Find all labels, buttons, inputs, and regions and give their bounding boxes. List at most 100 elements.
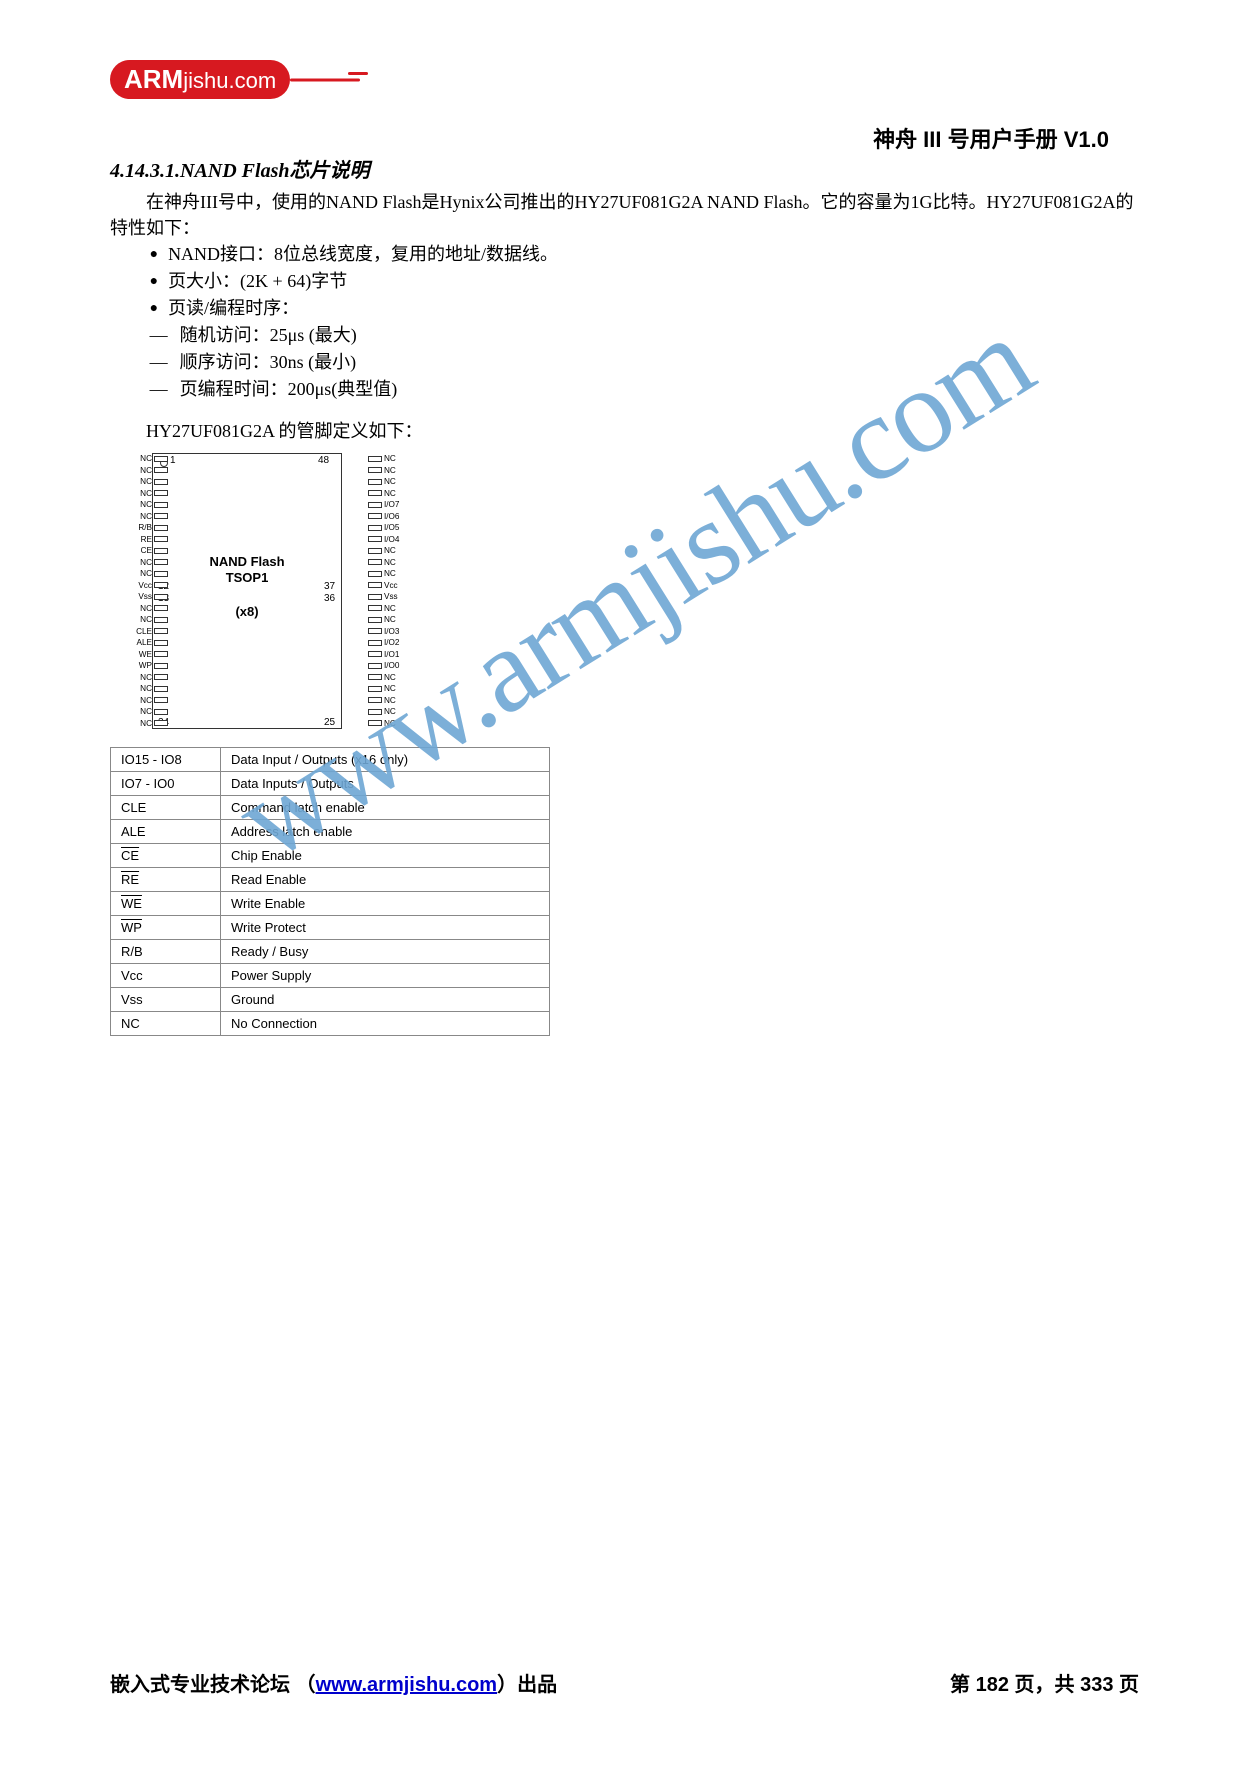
table-cell-signal: CLE (111, 796, 221, 820)
table-row: VccPower Supply (111, 964, 550, 988)
table-cell-desc: Data Input / Outputs (x16 only) (221, 748, 550, 772)
pin-row: NC (108, 603, 168, 615)
pin-row: NC (368, 706, 428, 718)
table-cell-signal: Vss (111, 988, 221, 1012)
pin-label: NC (382, 695, 396, 707)
pin-row: NC (368, 453, 428, 465)
pin-icon (368, 559, 382, 565)
pin-row: Vcc (368, 580, 428, 592)
footer-link[interactable]: www.armjishu.com (316, 1674, 498, 1696)
pin-icon (154, 594, 168, 600)
pin-icon (154, 617, 168, 623)
list-item: 顺序访问：30ns (最小) (150, 349, 1139, 376)
pin-row: NC (108, 488, 168, 500)
document-title: 神舟 III 号用户手册 V1.0 (873, 122, 1109, 154)
pin-icon (154, 674, 168, 680)
pin-row: NC (108, 683, 168, 695)
pin-row: Vss (368, 591, 428, 603)
pin-row: NC (108, 465, 168, 477)
timing-list: 随机访问：25μs (最大) 顺序访问：30ns (最小) 页编程时间：200μ… (150, 322, 1139, 403)
pin-row: NC (108, 695, 168, 707)
pin-label: I/O7 (382, 499, 399, 511)
corner-pin-num: 37 (324, 581, 335, 592)
pin-label: Vcc (382, 580, 398, 592)
footer-page-number: 第 182 页，共 333 页 (950, 1668, 1139, 1697)
pin-row: I/O3 (368, 626, 428, 638)
pin-icon (154, 686, 168, 692)
pin-label: NC (130, 695, 154, 707)
pin-icon (154, 720, 168, 726)
pin-row: CE (108, 545, 168, 557)
pin-icon (368, 513, 382, 519)
pin-label: NC (382, 683, 396, 695)
pin-label: Vss (382, 591, 398, 603)
pin-row: NC (108, 614, 168, 626)
pin-row: Vcc (108, 580, 168, 592)
pin-row: NC (108, 706, 168, 718)
table-cell-signal: Vcc (111, 964, 221, 988)
pin-icon (368, 467, 382, 473)
logo-arm-text: ARM (124, 64, 183, 94)
pin-row: ALE (108, 637, 168, 649)
pin-icon (368, 686, 382, 692)
pin-label: ALE (130, 637, 154, 649)
intro-paragraph: 在神舟III号中，使用的NAND Flash是Hynix公司推出的HY27UF0… (110, 189, 1139, 241)
footer-text: ）出品 (497, 1674, 557, 1696)
table-cell-signal: CE (111, 844, 221, 868)
pin-icon (368, 490, 382, 496)
table-cell-signal: WE (111, 892, 221, 916)
pin-label: I/O4 (382, 534, 399, 546)
pin-icon (154, 536, 168, 542)
pin-label: Vss (130, 591, 154, 603)
pin-icon (368, 663, 382, 669)
pin-row: Vss (108, 591, 168, 603)
table-cell-desc: Write Enable (221, 892, 550, 916)
pin-icon (368, 525, 382, 531)
table-row: ALEAddress latch enable (111, 820, 550, 844)
table-cell-desc: Address latch enable (221, 820, 550, 844)
pin-icon (154, 467, 168, 473)
pin-icon (154, 697, 168, 703)
pin-row: NC (108, 476, 168, 488)
pin-label: NC (382, 672, 396, 684)
corner-pin-num: 48 (318, 455, 329, 466)
pin-row: WE (108, 649, 168, 661)
section-heading: 4.14.3.1.NAND Flash芯片说明 (110, 154, 1139, 183)
pin-row: NC (108, 672, 168, 684)
pin-icon (368, 640, 382, 646)
pin-icon (154, 490, 168, 496)
pin-label: NC (130, 488, 154, 500)
pin-row: NC (108, 718, 168, 730)
pin-label: I/O3 (382, 626, 399, 638)
pin-label: NC (382, 476, 396, 488)
pin-icon (154, 582, 168, 588)
pin-row: NC (108, 499, 168, 511)
chip-subtitle: TSOP1 (153, 570, 341, 585)
pin-row: NC (108, 511, 168, 523)
pin-icon (368, 720, 382, 726)
pins-left: NCNCNCNCNCNCR/BRECENCNCVccVssNCNCCLEALEW… (108, 453, 168, 729)
table-cell-signal: WP (111, 916, 221, 940)
pin-label: NC (382, 568, 396, 580)
table-cell-desc: Ground (221, 988, 550, 1012)
pin-label: NC (130, 683, 154, 695)
pin-icon (154, 628, 168, 634)
pin-label: NC (130, 614, 154, 626)
table-row: WEWrite Enable (111, 892, 550, 916)
pin-icon (368, 651, 382, 657)
pin-icon (368, 697, 382, 703)
pin-icon (154, 456, 168, 462)
table-cell-desc: Write Protect (221, 916, 550, 940)
pin-icon (154, 548, 168, 554)
pin-row: I/O0 (368, 660, 428, 672)
pin-row: NC (368, 476, 428, 488)
corner-pin-num: 1 (170, 455, 176, 466)
table-cell-desc: Command latch enable (221, 796, 550, 820)
table-cell-signal: RE (111, 868, 221, 892)
pin-icon (368, 548, 382, 554)
pin-icon (154, 709, 168, 715)
table-cell-signal: IO7 - IO0 (111, 772, 221, 796)
pin-row: I/O4 (368, 534, 428, 546)
pin-label: NC (130, 706, 154, 718)
pin-icon (154, 502, 168, 508)
